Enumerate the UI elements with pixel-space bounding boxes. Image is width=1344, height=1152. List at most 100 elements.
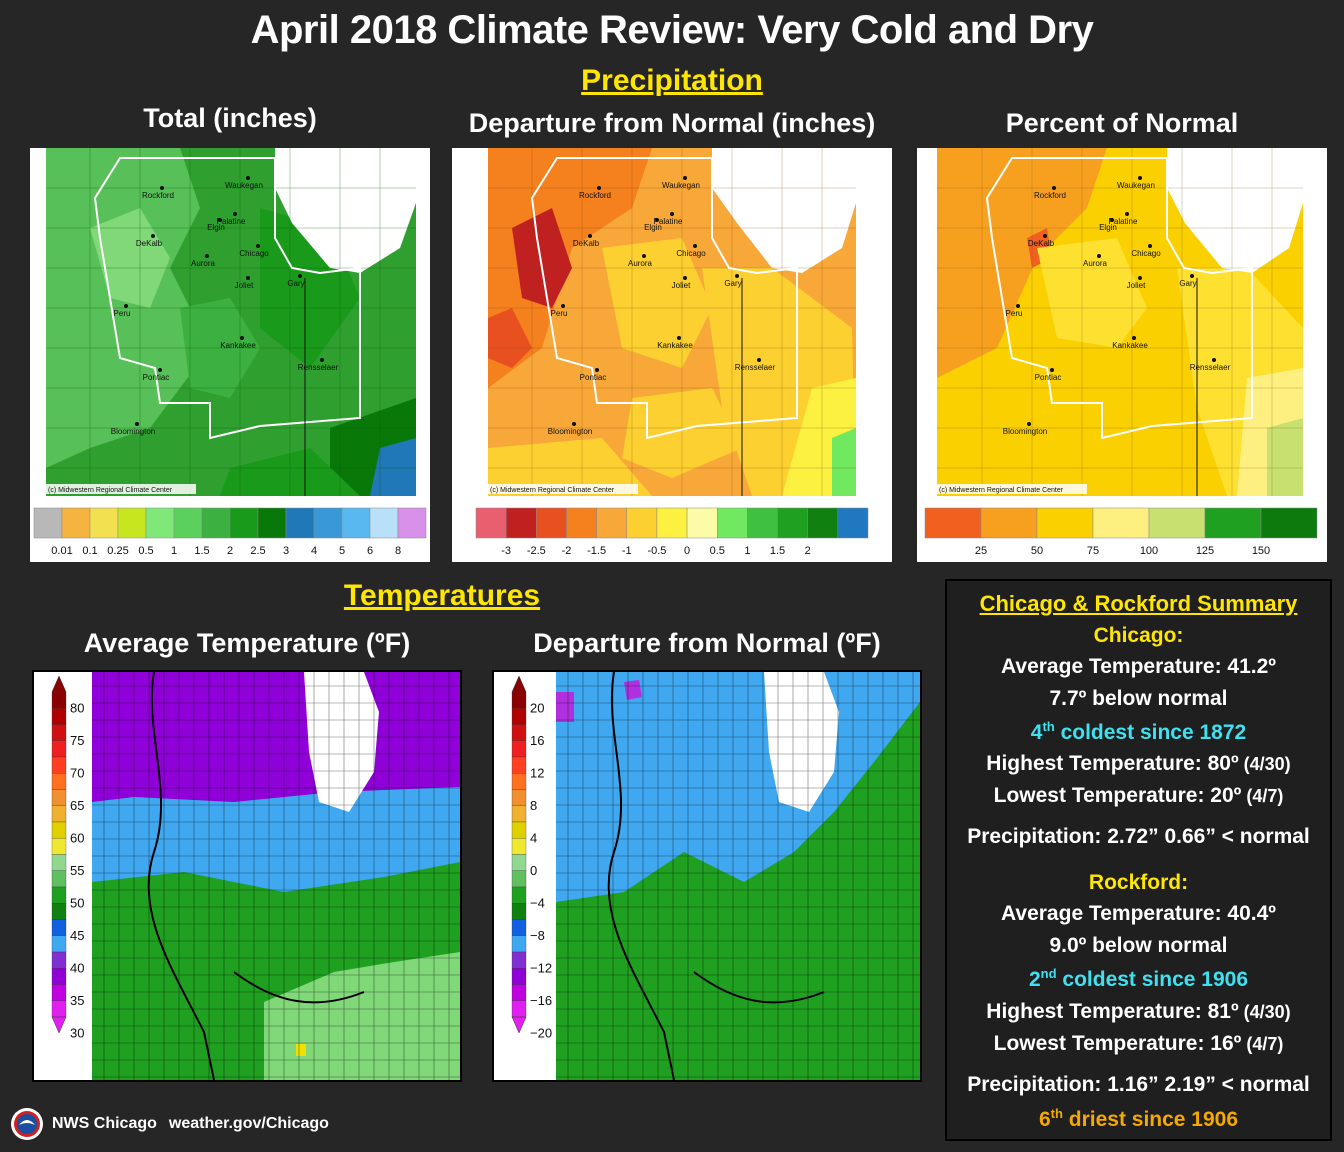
legend-swatch [716,507,748,539]
precipitation-section-label: Precipitation [581,64,763,97]
city-label: Aurora [1083,259,1108,268]
chicago-avg-temp: Average Temperature: 41.2º [1001,655,1276,678]
legend-label: 35 [70,993,84,1008]
legend-label: 65 [70,798,84,813]
city-label: Waukegan [225,181,263,190]
legend-swatch [257,507,287,539]
legend-label: 6 [367,545,373,557]
city-dot [256,244,260,248]
legend-label: 0 [684,545,690,557]
legend-label: 40 [70,960,84,975]
footer: NWS Chicago weather.gov/Chicago [10,1104,329,1144]
legend-swatch [229,507,259,539]
rockford-rank: 2nd coldest since 1906 [1028,966,1249,991]
city-label: Elgin [1099,223,1117,232]
city-dot [246,176,250,180]
legend-label: 50 [70,895,84,910]
legend-swatch [1148,507,1206,539]
temp-legend: 20 16 12 8 4 0 −4 −8 −12 −16 −20 [511,675,552,1040]
city-dot [1212,358,1216,362]
legend-label: 75 [70,733,84,748]
legend-swatch [285,507,315,539]
city-label: Rensselaer [298,363,339,372]
legend-label: 3 [283,545,289,557]
page-title: April 2018 Climate Review: Very Cold and… [250,8,1094,52]
city-dot [683,276,687,280]
city-dot [1138,276,1142,280]
footer-url[interactable]: weather.gov/Chicago [168,1115,329,1132]
city-dot [1052,186,1056,190]
legend-label: 55 [70,863,84,878]
legend-swatch [777,507,808,539]
legend-swatch [924,507,982,539]
city-label: Rensselaer [735,363,776,372]
legend-swatch [626,507,658,539]
city-dot [588,234,592,238]
city-dot [597,186,601,190]
city-label: Rockford [142,191,174,200]
legend-label: 4 [530,830,537,845]
temp-departure-map-panel: 20 16 12 8 4 0 −4 −8 −12 −16 −20 [492,670,922,1082]
city-label: Bloomington [111,427,155,436]
legend-swatch [1092,507,1150,539]
rockford-label: Rockford: [1088,871,1189,894]
city-dot [693,244,697,248]
rockford-high-temp: Highest Temperature: 81º (4/30) [986,1000,1291,1023]
legend-swatch [201,507,231,539]
nws-logo-icon [11,1108,43,1140]
legend-label: 4 [311,545,317,557]
city-dot [1097,254,1101,258]
departure-precip-map-panel: (c) Midwestern Regional Climate Center -… [452,148,892,562]
legend-swatch [369,507,399,539]
legend-label: 16 [530,733,544,748]
legend-swatch [747,507,778,539]
city-label: Aurora [628,259,653,268]
percent-normal-map-panel: (c) Midwestern Regional Climate Center 2… [917,148,1327,562]
chicago-precip: Precipitation: 2.72” 0.66” < normal [967,825,1310,848]
city-dot [240,336,244,340]
chicago-low-temp: Lowest Temperature: 20º (4/7) [993,784,1284,807]
avg-temp-title: Average Temperature (ºF) [83,628,411,658]
city-label: DeKalb [1028,239,1055,248]
legend-label: 0 [530,863,537,878]
chicago-label: Chicago: [1093,624,1184,647]
legend-label: −4 [530,895,545,910]
county-grid [46,148,416,496]
temperatures-section-label: Temperatures [343,579,541,612]
city-label: Gary [724,279,741,288]
legend-label: -2 [562,545,572,557]
legend-label: 12 [530,765,544,780]
legend-label: 1.5 [770,545,785,557]
legend-bar: 0.01 0.1 0.25 0.5 1 1.5 2 2.5 3 4 5 6 8 [33,507,427,557]
legend-label: −12 [530,960,552,975]
city-dot [246,276,250,280]
map-credit: (c) Midwestern Regional Climate Center [48,487,173,494]
legend-label: −16 [530,993,552,1008]
legend-label: 2 [805,545,811,557]
legend-swatch [397,507,427,539]
city-label: Kankakee [657,341,693,350]
legend-bar: -3 -2.5 -2 -1.5 -1 -0.5 0 0.5 1 1.5 2 [475,507,869,557]
legend-label: 2 [227,545,233,557]
city-label: Kankakee [1112,341,1148,350]
city-label: Pontiac [1035,373,1062,382]
legend-swatch [505,507,537,539]
legend-label: 0.5 [138,545,153,557]
city-label: Elgin [644,223,662,232]
county-grid [937,148,1303,496]
legend-swatch [536,507,567,539]
legend-label: 100 [1140,545,1158,557]
legend-swatch [1036,507,1094,539]
city-label: Palatine [217,217,246,226]
legend-label: -1 [622,545,632,557]
city-label: DeKalb [573,239,600,248]
legend-label: 2.5 [250,545,265,557]
city-dot [572,422,576,426]
city-dot [1132,336,1136,340]
summary-heading: Chicago & Rockford Summary [979,591,1298,616]
legend-label: 30 [70,1025,84,1040]
legend-swatch [313,507,343,539]
legend-label: 125 [1196,545,1214,557]
temp-departure-map: 20 16 12 8 4 0 −4 −8 −12 −16 −20 [511,671,920,1081]
